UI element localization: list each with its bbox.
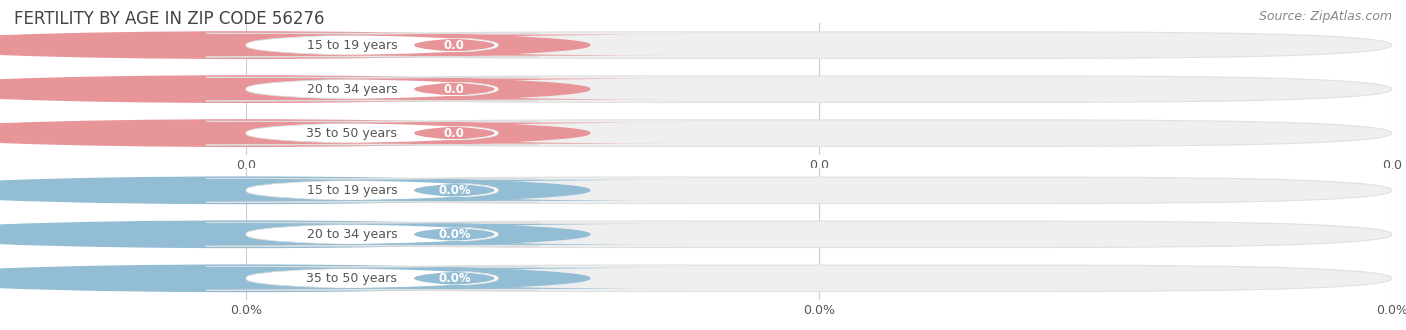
FancyBboxPatch shape	[246, 76, 1392, 102]
FancyBboxPatch shape	[205, 179, 538, 202]
Text: 0.0%: 0.0%	[439, 228, 471, 241]
Text: FERTILITY BY AGE IN ZIP CODE 56276: FERTILITY BY AGE IN ZIP CODE 56276	[14, 10, 325, 28]
FancyBboxPatch shape	[246, 221, 1392, 248]
Text: 15 to 19 years: 15 to 19 years	[307, 39, 398, 51]
Circle shape	[0, 221, 591, 248]
FancyBboxPatch shape	[219, 79, 689, 100]
FancyBboxPatch shape	[246, 265, 1392, 291]
Text: 35 to 50 years: 35 to 50 years	[307, 127, 398, 140]
FancyBboxPatch shape	[205, 33, 538, 57]
Circle shape	[0, 76, 591, 102]
FancyBboxPatch shape	[205, 121, 538, 145]
FancyBboxPatch shape	[219, 35, 689, 56]
FancyBboxPatch shape	[246, 32, 1392, 58]
FancyBboxPatch shape	[246, 120, 1392, 146]
Circle shape	[0, 120, 591, 146]
FancyBboxPatch shape	[205, 266, 538, 290]
FancyBboxPatch shape	[219, 180, 689, 201]
Text: 0.0%: 0.0%	[439, 272, 471, 285]
Circle shape	[0, 265, 591, 291]
FancyBboxPatch shape	[219, 268, 689, 289]
FancyBboxPatch shape	[219, 224, 689, 245]
Circle shape	[0, 177, 591, 204]
FancyBboxPatch shape	[205, 77, 538, 101]
Text: 15 to 19 years: 15 to 19 years	[307, 184, 398, 197]
Text: 0.0: 0.0	[444, 39, 465, 51]
FancyBboxPatch shape	[219, 122, 689, 144]
Text: 20 to 34 years: 20 to 34 years	[307, 82, 398, 96]
Text: 0.0: 0.0	[444, 127, 465, 140]
Text: Source: ZipAtlas.com: Source: ZipAtlas.com	[1258, 10, 1392, 23]
Text: 20 to 34 years: 20 to 34 years	[307, 228, 398, 241]
Text: 35 to 50 years: 35 to 50 years	[307, 272, 398, 285]
Circle shape	[0, 32, 591, 58]
FancyBboxPatch shape	[205, 222, 538, 246]
Text: 0.0: 0.0	[444, 82, 465, 96]
Text: 0.0%: 0.0%	[439, 184, 471, 197]
FancyBboxPatch shape	[246, 177, 1392, 204]
